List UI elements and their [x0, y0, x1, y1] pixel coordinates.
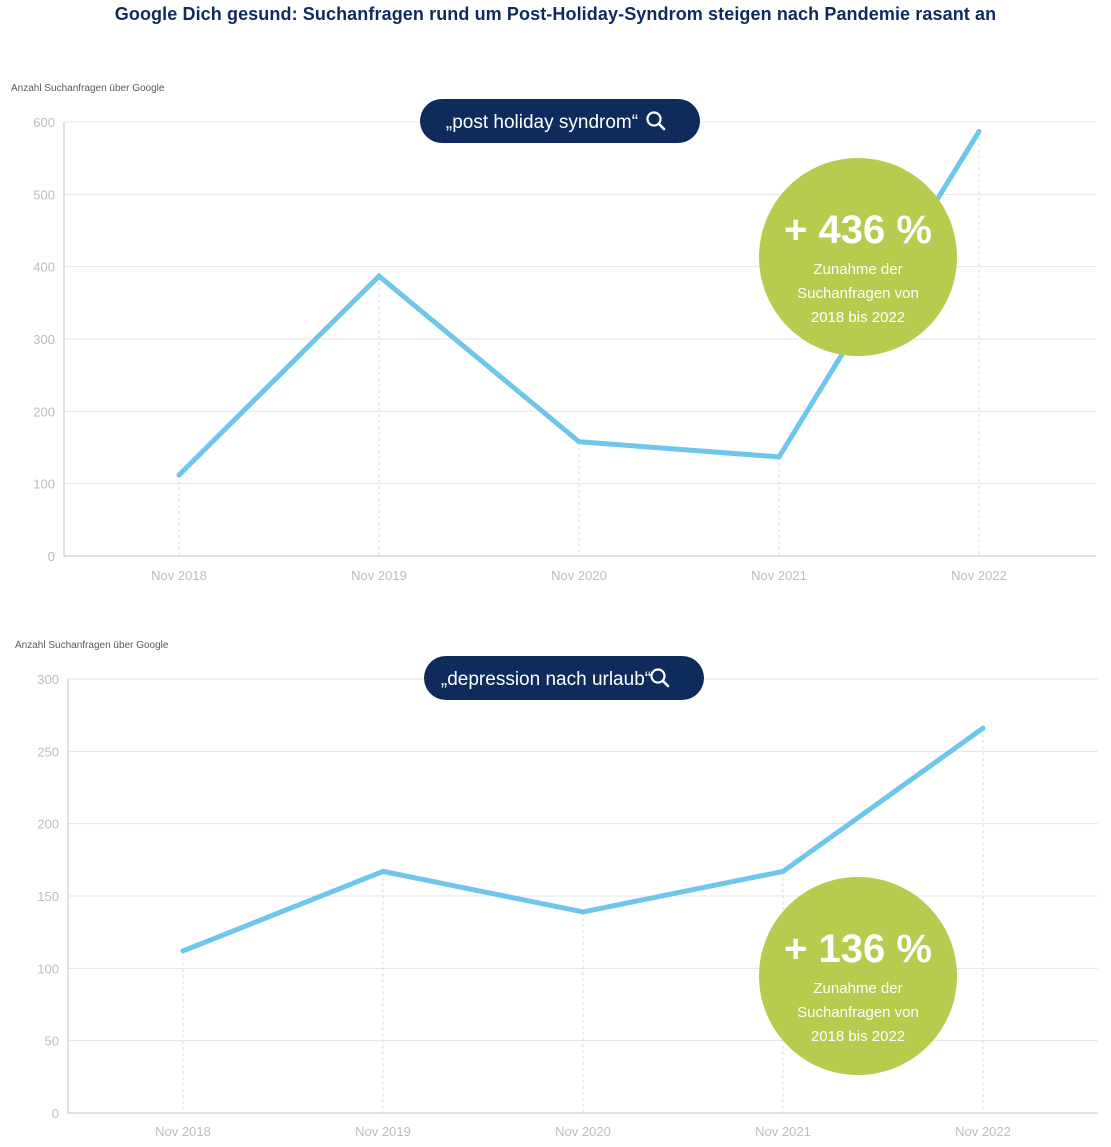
search-term: „post holiday syndrom“: [446, 112, 638, 133]
search-icon: [650, 668, 670, 688]
data-point: [580, 909, 586, 915]
data-point: [380, 868, 386, 874]
y-tick-label: 50: [45, 1034, 59, 1049]
y-tick-label: 0: [48, 549, 55, 564]
data-point: [180, 948, 186, 954]
x-tick-label: Nov 2019: [355, 1124, 411, 1139]
data-point: [776, 454, 782, 460]
data-point: [980, 725, 986, 731]
x-tick-label: Nov 2020: [555, 1124, 611, 1139]
growth-caption-line: 2018 bis 2022: [811, 309, 905, 326]
page-title: Google Dich gesund: Suchanfragen rund um…: [114, 4, 997, 24]
x-tick-label: Nov 2018: [151, 568, 207, 583]
y-tick-label: 100: [33, 477, 55, 492]
growth-caption-line: Suchanfragen von: [797, 1004, 919, 1021]
search-icon: [646, 111, 666, 131]
y-tick-label: 400: [33, 260, 55, 275]
y-tick-label: 0: [52, 1106, 59, 1121]
search-pill: [420, 99, 700, 143]
y-tick-label: 250: [37, 744, 59, 759]
chart-post-holiday-syndrom: Anzahl Suchanfragen über Google 0 100 200 30…: [11, 83, 1096, 583]
data-point: [376, 273, 382, 279]
growth-value: + 436 %: [784, 208, 932, 252]
y-tick-label: 600: [33, 115, 55, 130]
x-tick-label: Nov 2021: [751, 568, 807, 583]
y-tick-label: 200: [33, 404, 55, 419]
y-tick-label: 150: [37, 889, 59, 904]
y-axis-label: Anzahl Suchanfragen über Google: [15, 640, 169, 651]
search-term: „depression nach urlaub“: [441, 669, 651, 690]
data-point: [576, 439, 582, 445]
x-tick-label: Nov 2019: [351, 568, 407, 583]
x-tick-label: Nov 2022: [951, 568, 1007, 583]
growth-caption-line: Suchanfragen von: [797, 285, 919, 302]
y-tick-label: 100: [37, 961, 59, 976]
data-point: [780, 868, 786, 874]
x-tick-label: Nov 2022: [955, 1124, 1011, 1139]
x-tick-label: Nov 2018: [155, 1124, 211, 1139]
y-tick-label: 200: [37, 817, 59, 832]
growth-caption-line: Zunahme der: [813, 980, 902, 997]
y-tick-label: 500: [33, 187, 55, 202]
y-tick-label: 300: [33, 332, 55, 347]
growth-badge: [759, 158, 957, 356]
y-axis-label: Anzahl Suchanfragen über Google: [11, 83, 165, 94]
search-pill: [424, 656, 704, 700]
growth-caption-line: 2018 bis 2022: [811, 1028, 905, 1045]
growth-badge: [759, 877, 957, 1075]
y-tick-label: 300: [37, 672, 59, 687]
data-point: [976, 128, 982, 134]
data-point: [176, 472, 182, 478]
chart-depression-nach-urlaub: Anzahl Suchanfragen über Google 0 50 100 150…: [15, 640, 1098, 1139]
growth-value: + 136 %: [784, 927, 932, 971]
growth-caption-line: Zunahme der: [813, 261, 902, 278]
x-tick-label: Nov 2020: [551, 568, 607, 583]
x-tick-label: Nov 2021: [755, 1124, 811, 1139]
